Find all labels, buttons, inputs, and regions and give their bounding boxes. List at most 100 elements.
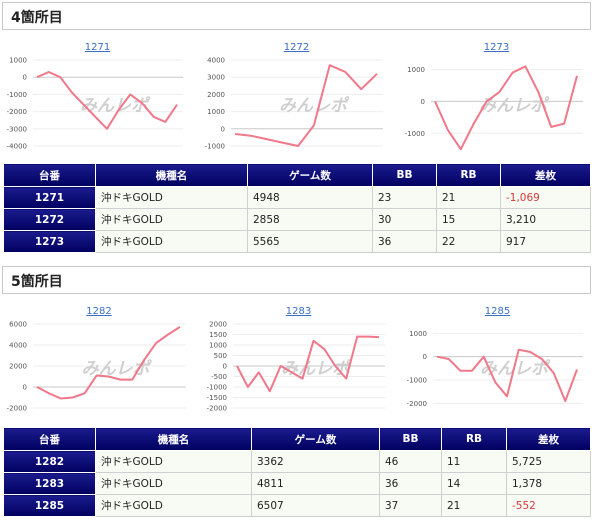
chart-plot: 2000 1500 1000 500 0 -500 -1000 -1500 -2000 みんレポ <box>207 321 385 413</box>
y-tick-label: 2000 <box>207 91 225 99</box>
rb-count: 14 <box>441 472 507 495</box>
section-title: 4箇所目 <box>2 2 591 30</box>
machine-no: 1283 <box>3 472 96 495</box>
chart-1272: 1272 4000 3000 2000 1000 0 -1000 みんレポ <box>198 42 395 152</box>
y-tick-label: -1000 <box>407 377 427 385</box>
bb-count: 23 <box>372 186 437 209</box>
header-machine-name: 機種名 <box>95 163 248 187</box>
machine-name: 沖ドキGOLD <box>95 208 248 231</box>
y-tick-label: 0 <box>23 74 27 82</box>
header-games: ゲーム数 <box>251 427 380 451</box>
header-machine-no: 台番 <box>3 427 96 451</box>
bb-count: 30 <box>372 208 437 231</box>
section-title: 5箇所目 <box>2 266 591 294</box>
machine-name: 沖ドキGOLD <box>95 472 252 495</box>
diff-value: 1,378 <box>506 472 591 495</box>
table-header-row: 台番 機種名 ゲーム数 BB RB 差枚 <box>3 427 591 451</box>
table-row: 1285 沖ドキGOLD 6507 37 21 -552 <box>3 494 591 517</box>
y-tick-label: -2000 <box>407 400 427 408</box>
y-tick-label: 1000 <box>9 57 27 65</box>
y-tick-label: 0 <box>221 125 225 133</box>
chart-link-1271[interactable]: 1271 <box>84 42 111 53</box>
rb-count: 15 <box>436 208 501 231</box>
y-tick-label: -500 <box>211 373 227 381</box>
y-tick-label: 2000 <box>209 321 227 329</box>
y-tick-label: -4000 <box>7 143 27 151</box>
y-tick-label: 4000 <box>9 342 27 350</box>
y-tick-label: 1500 <box>209 331 227 339</box>
rb-count: 21 <box>436 186 501 209</box>
y-tick-label: -1000 <box>405 130 425 138</box>
data-table: 台番 機種名 ゲーム数 BB RB 差枚 1271 沖ドキGOLD 4948 2… <box>3 163 591 253</box>
header-machine-no: 台番 <box>3 163 96 187</box>
games-count: 4811 <box>251 472 380 495</box>
diff-value: 5,725 <box>506 450 591 473</box>
series-line <box>234 64 378 147</box>
y-tick-label: -2000 <box>7 108 27 116</box>
bb-count: 36 <box>379 472 442 495</box>
machine-no: 1285 <box>3 494 96 517</box>
diff-value: -552 <box>506 494 591 517</box>
chart-1271: 1271 1000 0 -1000 -2000 -3000 -4000 みんレポ <box>0 42 195 152</box>
rb-count: 21 <box>441 494 507 517</box>
diff-value: 917 <box>500 230 591 253</box>
series-line <box>236 335 380 393</box>
games-count: 4948 <box>247 186 373 209</box>
chart-plot: 1000 0 -1000 みんレポ <box>405 65 583 151</box>
chart-link-1272[interactable]: 1272 <box>283 42 310 53</box>
y-tick-label: 1000 <box>209 342 227 350</box>
y-tick-label: -2000 <box>7 405 27 413</box>
table-row: 1272 沖ドキGOLD 2858 30 15 3,210 <box>3 208 591 231</box>
chart-link-1273[interactable]: 1273 <box>483 42 510 53</box>
machine-no: 1282 <box>3 450 96 473</box>
machine-no: 1273 <box>3 230 96 253</box>
machine-name: 沖ドキGOLD <box>95 186 248 209</box>
header-rb: RB <box>436 163 501 187</box>
diff-value: 3,210 <box>500 208 591 231</box>
watermark-logo: みんレポ <box>279 96 350 116</box>
y-tick-label: 1000 <box>207 108 225 116</box>
y-tick-label: 3000 <box>207 74 225 82</box>
rb-count: 11 <box>441 450 507 473</box>
series-line <box>436 348 578 402</box>
games-count: 5565 <box>247 230 373 253</box>
watermark-logo: みんレポ <box>480 359 551 379</box>
rb-count: 22 <box>436 230 501 253</box>
y-tick-label: 4000 <box>207 57 225 65</box>
series-line <box>36 71 178 130</box>
y-tick-label: 2000 <box>9 363 27 371</box>
y-tick-label: 0 <box>421 98 425 106</box>
y-tick-label: -1000 <box>207 384 227 392</box>
chart-1273: 1273 1000 0 -1000 みんレポ <box>398 42 595 152</box>
bb-count: 46 <box>379 450 442 473</box>
chart-link-1283[interactable]: 1283 <box>285 306 312 317</box>
games-count: 6507 <box>251 494 380 517</box>
bb-count: 36 <box>372 230 437 253</box>
chart-plot: 4000 3000 2000 1000 0 -1000 みんレポ <box>205 57 383 151</box>
chart-link-1282[interactable]: 1282 <box>86 306 112 317</box>
y-tick-label: 0 <box>23 384 27 392</box>
header-bb: BB <box>379 427 442 451</box>
section-title-text: 4箇所目 <box>11 10 63 26</box>
y-tick-label: 0 <box>423 353 427 361</box>
header-machine-name: 機種名 <box>95 427 252 451</box>
series-line <box>434 65 578 151</box>
machine-no: 1272 <box>3 208 96 231</box>
chart-link-1285[interactable]: 1285 <box>484 306 511 317</box>
chart-1283: 1283 2000 1500 1000 500 0 -500 -1000 -1500 -2000… <box>200 306 397 414</box>
header-diff: 差枚 <box>506 427 591 451</box>
watermark-logo: みんレポ <box>80 96 151 116</box>
series-line <box>36 326 181 400</box>
games-count: 2858 <box>247 208 373 231</box>
watermark-logo: みんレポ <box>281 359 352 379</box>
machine-name: 沖ドキGOLD <box>95 230 248 253</box>
machine-no: 1271 <box>3 186 96 209</box>
y-tick-label: 1000 <box>409 330 427 338</box>
data-table: 台番 機種名 ゲーム数 BB RB 差枚 1282 沖ドキGOLD 3362 4… <box>3 427 591 517</box>
table-row: 1271 沖ドキGOLD 4948 23 21 -1,069 <box>3 186 591 209</box>
header-games: ゲーム数 <box>247 163 373 187</box>
y-tick-label: -2000 <box>207 405 227 413</box>
y-tick-label: -3000 <box>7 125 27 133</box>
games-count: 3362 <box>251 450 380 473</box>
